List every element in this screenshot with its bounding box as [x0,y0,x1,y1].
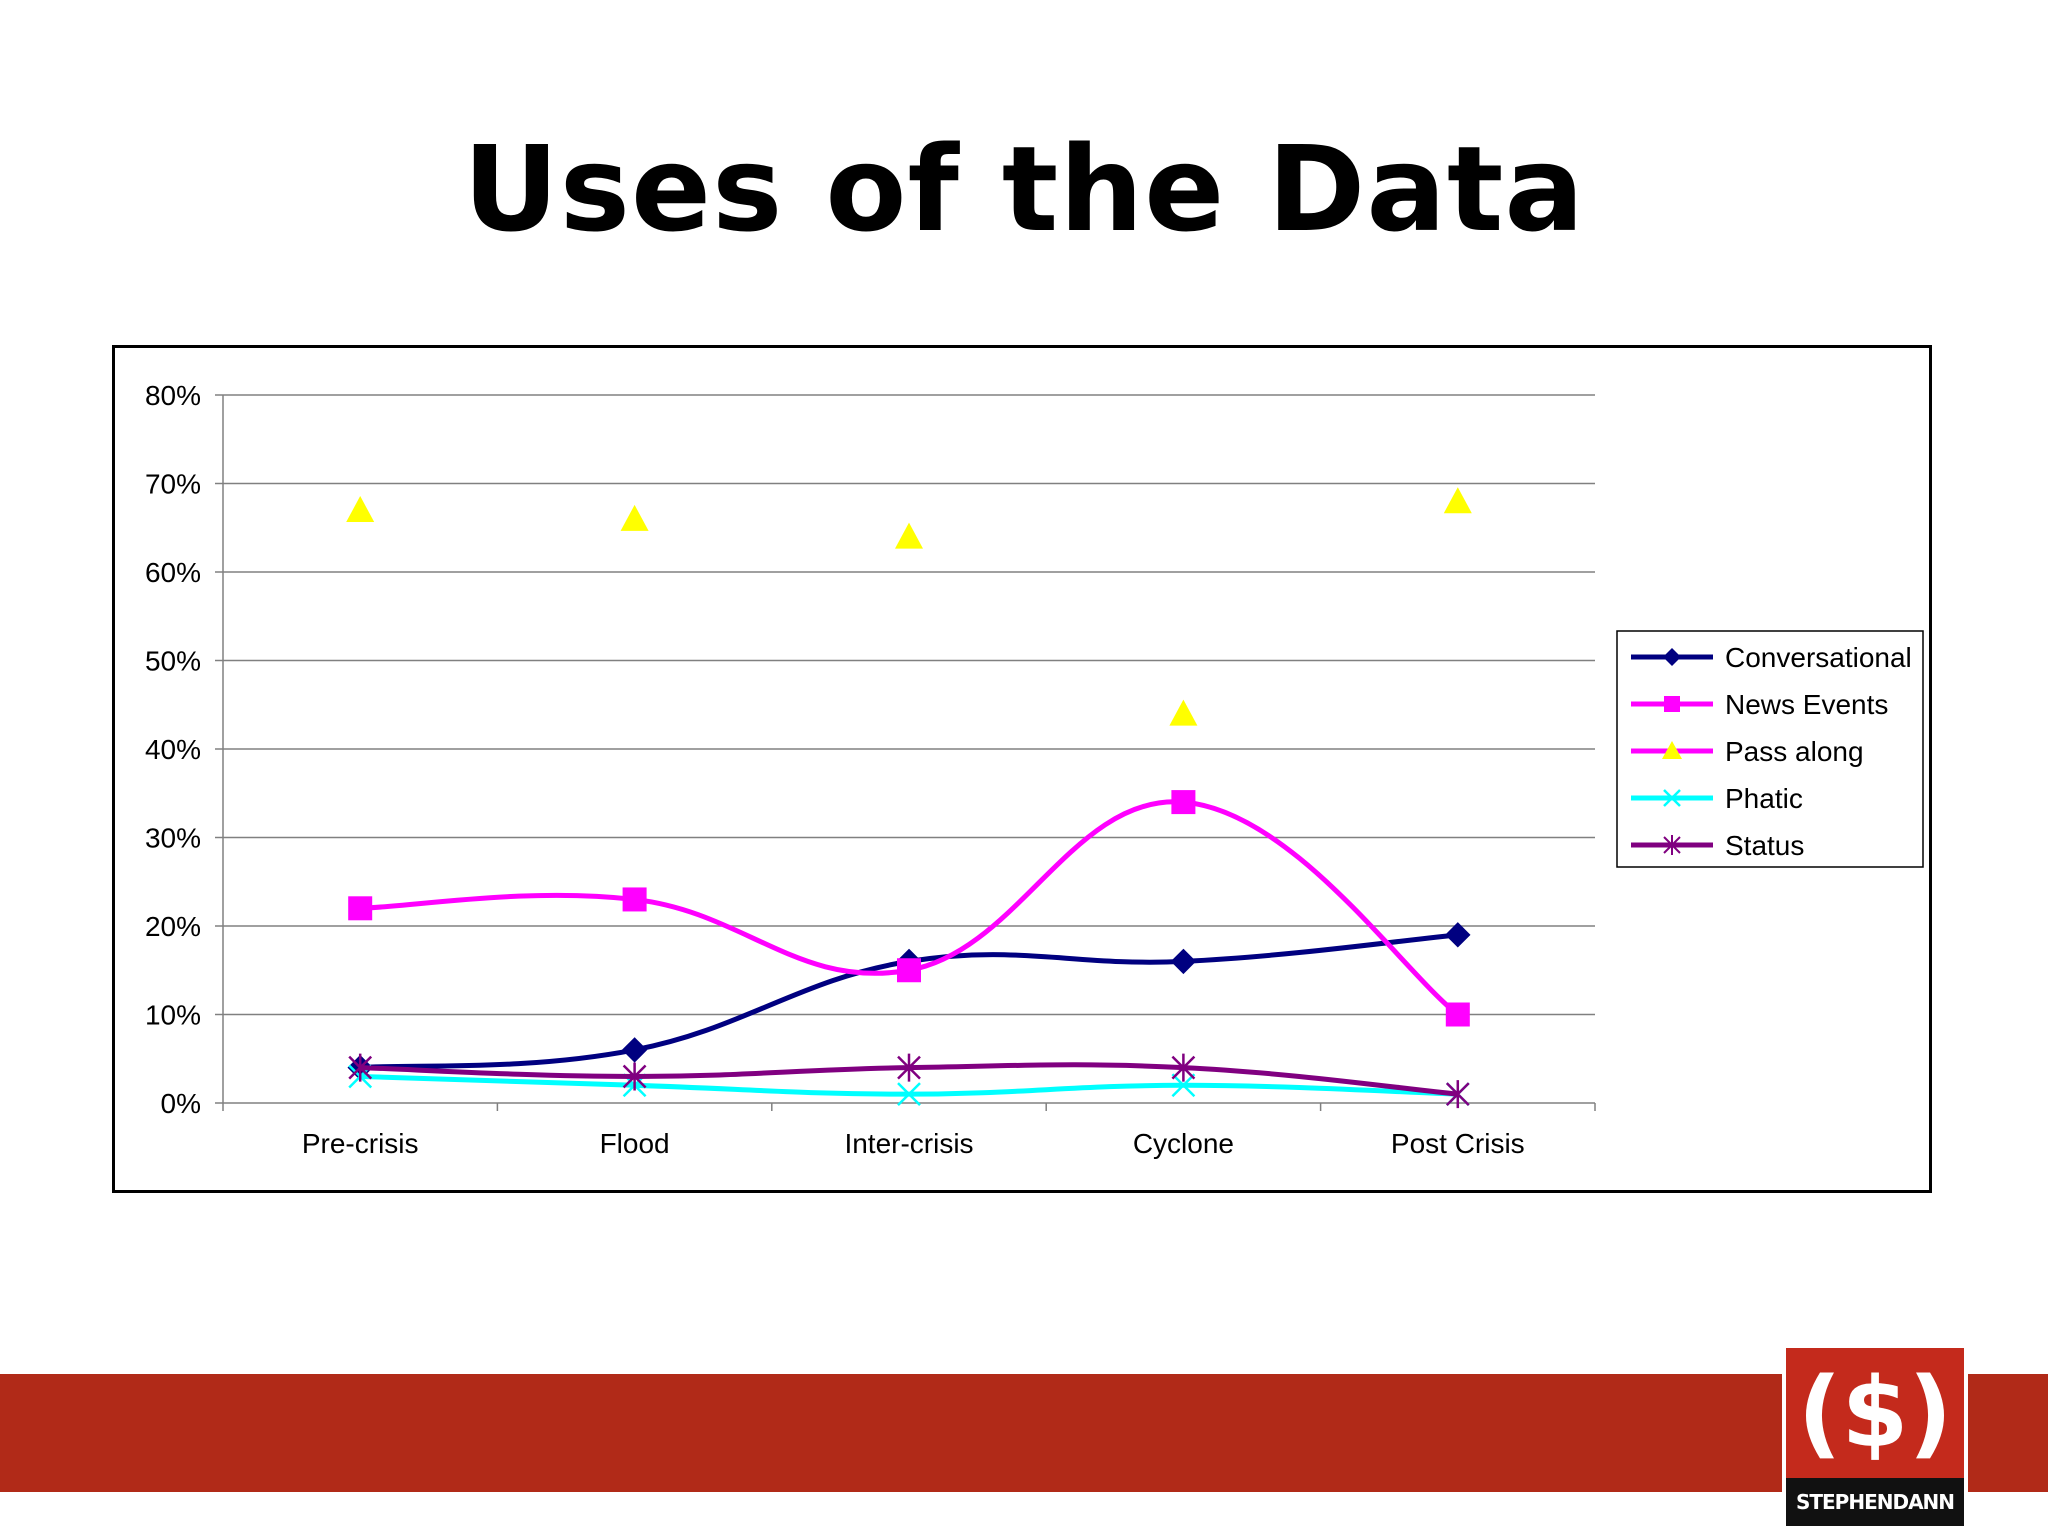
y-tick-labels: 0% 10% 20% 30% 40% 50% 60% 70% 80% [145,380,201,1119]
y-tick-label: 70% [145,469,201,500]
axes [215,394,1596,1111]
legend-item: Pass along [1631,736,1864,767]
y-tick-label: 30% [145,823,201,854]
x-tick-labels: Pre-crisis Flood Inter-crisis Cyclone Post C… [302,1128,1525,1159]
x-tick-label: Pre-crisis [302,1128,419,1159]
y-tick-label: 80% [145,380,201,411]
data-point [1445,922,1471,948]
slide-title: Uses of the Data [462,120,1586,258]
legend-label: Phatic [1725,783,1803,814]
data-point [1171,1053,1196,1082]
y-tick-label: 60% [145,557,201,588]
y-tick-label: 50% [145,646,201,677]
legend-item: Conversational [1631,642,1912,673]
legend-item: Phatic [1631,783,1803,814]
x-tick-label: Inter-crisis [844,1128,973,1159]
line-chart: 0% 10% 20% 30% 40% 50% 60% 70% 80% Pre-crisis Flo… [145,380,1924,1159]
legend-swatch-marker [1663,648,1681,666]
legend-swatch-marker [1664,696,1680,712]
legend-swatch-marker [1663,835,1681,855]
chart-frame: 0% 10% 20% 30% 40% 50% 60% 70% 80% Pre-crisis Flo… [112,345,1932,1193]
data-point [348,1053,373,1082]
data-point [897,1053,921,1082]
series-status [348,1053,1470,1109]
data-point [1445,1002,1470,1027]
y-tick-label: 10% [145,1000,201,1031]
data-point [1445,1080,1470,1109]
data-point [622,1062,647,1091]
logo-mark: ($) [1797,1357,1953,1469]
legend-item: Status [1631,830,1804,861]
legend-label: News Events [1725,689,1888,720]
data-point [348,896,373,921]
data-point [346,496,375,523]
data-point [621,1037,648,1063]
x-tick-label: Post Crisis [1391,1128,1525,1159]
series-pass-along [346,487,1472,726]
legend-item: News Events [1631,689,1888,720]
data-point [1169,699,1198,726]
data-point [620,504,649,531]
legend-swatch-marker [1663,789,1681,807]
y-tick-label: 0% [161,1088,201,1119]
data-point [895,522,923,549]
series-news-events [348,790,1470,1027]
legend-swatch-marker [1662,741,1682,759]
data-point [897,958,921,983]
data-point [622,887,647,912]
x-tick-label: Cyclone [1133,1128,1234,1159]
legend-label: Pass along [1725,736,1864,767]
logo-text: STEPHENDANN [1786,1478,1964,1526]
gridlines [223,394,1595,1016]
series-line [360,799,1460,1017]
footer-band [0,1374,2048,1492]
data-point [1171,1073,1196,1098]
legend: Conversational News Events Pass along Phati… [1616,630,1924,868]
stephen-dann-logo: ($) STEPHENDANN [1782,1344,1968,1530]
series [346,487,1472,1109]
x-tick-label: Flood [600,1128,670,1159]
y-tick-label: 20% [145,911,201,942]
data-point [897,1082,921,1107]
data-point [1170,948,1197,975]
data-point [1171,790,1196,815]
legend-label: Conversational [1725,642,1912,673]
legend-label: Status [1725,830,1804,861]
y-tick-label: 40% [145,734,201,765]
data-point [1443,487,1472,514]
